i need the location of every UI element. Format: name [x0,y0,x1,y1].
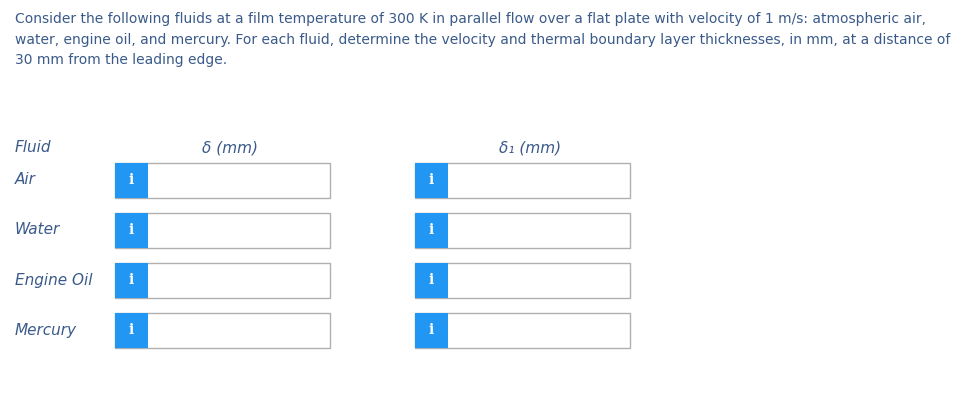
Text: i: i [429,273,434,287]
Text: δ₁ (mm): δ₁ (mm) [499,141,561,155]
Bar [415,213,630,247]
Bar [415,262,630,297]
Text: Engine Oil: Engine Oil [15,273,92,288]
Bar [115,312,330,347]
Bar [115,163,148,197]
Text: Consider the following fluids at a film temperature of 300 K in parallel flow ov: Consider the following fluids at a film … [15,12,950,67]
Text: Mercury: Mercury [15,323,77,338]
Bar [415,213,448,247]
Text: Water: Water [15,223,60,237]
Text: i: i [129,273,134,287]
Bar [415,163,630,197]
Bar [115,262,148,297]
Text: δ (mm): δ (mm) [202,141,258,155]
Bar [415,262,448,297]
Bar [415,312,448,347]
Bar [115,312,148,347]
Text: Air: Air [15,173,35,187]
Bar [115,213,330,247]
Text: i: i [129,223,134,237]
Bar [415,163,448,197]
Text: i: i [429,173,434,187]
Text: i: i [429,223,434,237]
Bar [115,163,330,197]
Bar [415,312,630,347]
Text: i: i [129,173,134,187]
Bar [115,262,330,297]
Bar [115,213,148,247]
Text: i: i [129,323,134,337]
Text: i: i [429,323,434,337]
Text: Fluid: Fluid [15,141,52,155]
